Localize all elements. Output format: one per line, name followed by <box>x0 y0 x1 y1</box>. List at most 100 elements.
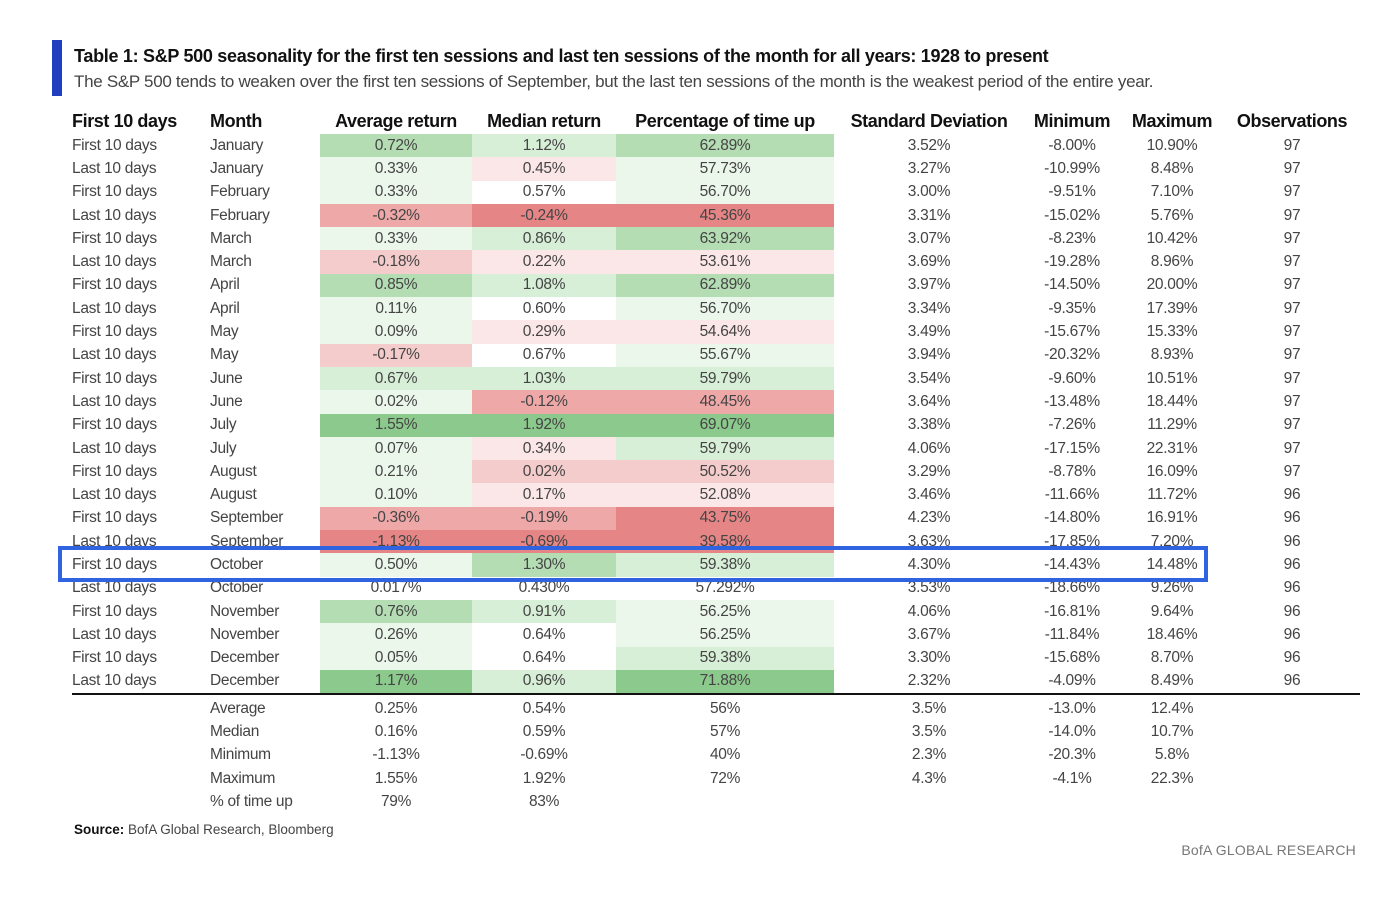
cell-period: First 10 days <box>72 416 157 434</box>
cell-period: First 10 days <box>72 649 157 667</box>
cell-period: Last 10 days <box>72 486 157 504</box>
source-text: BofA Global Research, Bloomberg <box>124 822 334 837</box>
summary-minimum: -14.0% <box>1048 722 1096 740</box>
cell-average-return: -0.32% <box>320 203 472 228</box>
cell-period: Last 10 days <box>72 392 157 410</box>
cell-month: December <box>210 669 320 696</box>
cell-average-return: 0.05% <box>320 646 472 670</box>
cell-period: Last 10 days <box>72 159 157 177</box>
cell-minimum: -14.43% <box>1044 555 1100 573</box>
cell-period: Last 10 days <box>72 299 157 317</box>
cell-percent-up: 55.67% <box>616 343 834 367</box>
cell-median-return: -0.12% <box>472 390 616 414</box>
cell-average-return: -0.17% <box>320 343 472 367</box>
cell-month: July <box>210 416 237 434</box>
cell-maximum: 10.42% <box>1146 229 1198 247</box>
cell-minimum: -14.80% <box>1044 509 1100 527</box>
cell-minimum: -14.50% <box>1044 276 1100 294</box>
cell-maximum: 11.29% <box>1147 416 1197 434</box>
cell-median-return: 0.64% <box>522 649 566 667</box>
cell-minimum: -10.99% <box>1044 159 1100 177</box>
cell-average-return: 0.67% <box>320 366 472 391</box>
summary-median-return: 1.92% <box>522 769 566 787</box>
cell-maximum: 11.72% <box>1147 486 1197 504</box>
cell-period: First 10 days <box>72 276 157 294</box>
cell-average-return: 0.09% <box>320 320 472 344</box>
october-highlight-box <box>58 546 1208 582</box>
table-row: First 10 days December 0.05% 0.64% 59.38% 3.3… <box>72 646 1360 670</box>
cell-median-return: 0.64% <box>522 625 566 643</box>
cell-average-return: 0.85% <box>320 273 472 298</box>
summary-maximum: 10.7% <box>1150 722 1194 740</box>
cell-period: Last 10 days <box>72 579 157 597</box>
cell-period: First 10 days <box>72 462 157 480</box>
cell-std-dev: 3.29% <box>907 462 951 480</box>
cell-std-dev: 3.53% <box>907 579 951 597</box>
summary-average-return: 0.16% <box>374 722 418 740</box>
cell-percent-up: 57.292% <box>695 579 755 597</box>
cell-observations: 97 <box>1283 253 1301 271</box>
cell-std-dev: 3.38% <box>907 416 951 434</box>
header-observations: Observations <box>1236 110 1348 131</box>
cell-median-return: 0.430% <box>518 579 570 597</box>
cell-average-return: -0.18% <box>320 250 472 274</box>
summary-percent-up: 56% <box>709 699 741 717</box>
summary-average-return: 79% <box>380 792 412 810</box>
summary-row: Minimum -1.13% -0.69% 40% 2.3% -20.3% 5.8% <box>72 744 1360 767</box>
cell-month: November <box>210 602 280 620</box>
cell-period: Last 10 days <box>72 669 210 696</box>
table-row: First 10 days November 0.76% 0.91% 56.25% 4.0… <box>72 599 1360 624</box>
cell-maximum: 14.48% <box>1146 555 1198 573</box>
summary-spacer <box>1224 744 1360 767</box>
summary-spacer <box>72 790 210 813</box>
cell-minimum: -20.32% <box>1044 346 1100 364</box>
cell-month: March <box>210 229 252 247</box>
header-median-return: Median return <box>487 110 601 131</box>
cell-median-return: -0.24% <box>472 203 616 228</box>
cell-observations: 97 <box>1283 159 1301 177</box>
table-row: First 10 days January 0.72% 1.12% 62.89% 3.52… <box>72 134 1360 158</box>
cell-month: September <box>210 509 284 527</box>
cell-percent-up: 48.45% <box>616 390 834 414</box>
summary-std-dev: 3.5% <box>911 699 947 717</box>
cell-minimum: -19.28% <box>1044 253 1100 271</box>
source-note: Source: BofA Global Research, Bloomberg <box>74 822 334 837</box>
cell-minimum: -7.26% <box>1048 416 1096 434</box>
header-average-return: Average return <box>335 110 457 131</box>
summary-spacer <box>1224 790 1360 813</box>
cell-period: Last 10 days <box>72 625 157 643</box>
cell-average-return: 0.33% <box>320 180 472 204</box>
cell-month: November <box>210 625 280 643</box>
table-row: First 10 days August 0.21% 0.02% 50.52% 3.29%… <box>72 460 1360 484</box>
cell-average-return: 0.50% <box>320 553 472 577</box>
cell-percent-up: 56.25% <box>616 623 834 647</box>
table-row: Last 10 days August 0.10% 0.17% 52.08% 3.46% -… <box>72 483 1360 507</box>
cell-month: June <box>210 392 243 410</box>
cell-percent-up: 63.92% <box>616 227 834 251</box>
cell-month: January <box>210 159 264 177</box>
cell-average-return: 0.10% <box>320 483 472 507</box>
table-row: First 10 days July 1.55% 1.92% 69.07% 3.38% -7… <box>72 413 1360 437</box>
summary-spacer <box>1224 697 1360 720</box>
cell-average-return: 0.33% <box>320 157 472 181</box>
summary-label: Maximum <box>210 769 276 787</box>
cell-month: March <box>210 253 252 271</box>
cell-observations: 97 <box>1283 416 1301 434</box>
cell-std-dev: 3.00% <box>907 183 951 201</box>
cell-observations: 96 <box>1283 555 1301 573</box>
cell-median-return: 0.57% <box>522 183 566 201</box>
table-row: First 10 days September -0.36% -0.19% 43.75%… <box>72 506 1360 531</box>
cell-percent-up: 45.36% <box>616 203 834 228</box>
cell-minimum: -9.51% <box>1048 183 1096 201</box>
cell-month: June <box>210 369 243 387</box>
cell-std-dev: 3.34% <box>907 299 951 317</box>
table-row: Last 10 days November 0.26% 0.64% 56.25% 3.67… <box>72 623 1360 647</box>
cell-median-return: 0.34% <box>472 436 616 461</box>
cell-observations: 97 <box>1283 136 1301 154</box>
summary-row: % of time up 79% 83% <box>72 790 1360 813</box>
summary-std-dev: 2.3% <box>911 746 947 764</box>
cell-period: First 10 days <box>72 369 157 387</box>
cell-observations: 97 <box>1283 229 1301 247</box>
cell-std-dev: 4.06% <box>907 602 951 620</box>
header-minimum: Minimum <box>1033 110 1111 131</box>
